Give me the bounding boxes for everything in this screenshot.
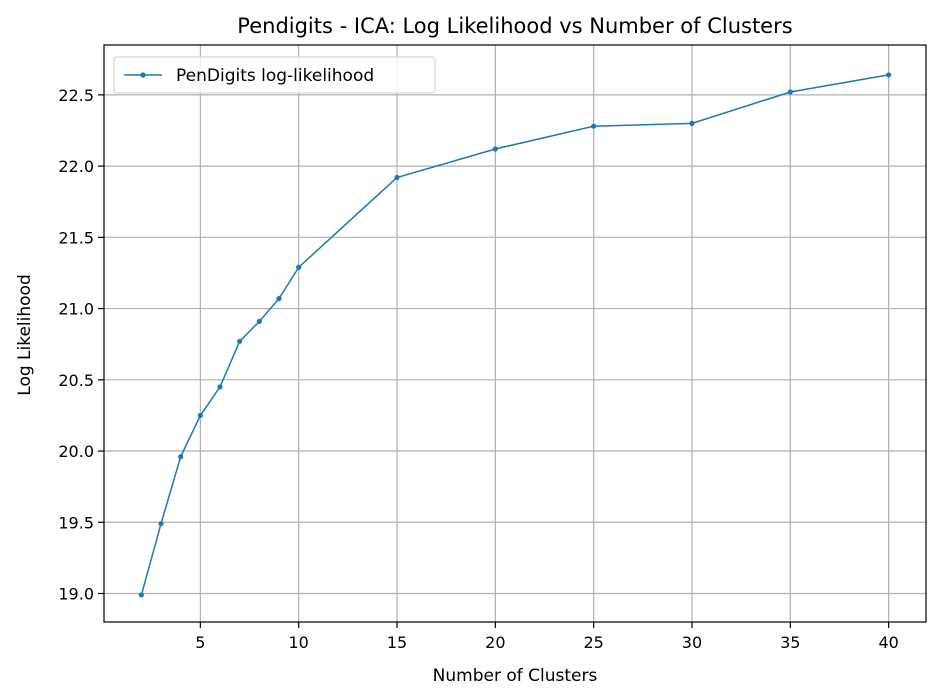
y-tick-label: 19.5 <box>58 513 94 532</box>
chart-title: Pendigits - ICA: Log Likelihood vs Numbe… <box>237 14 792 38</box>
legend-marker <box>140 72 146 78</box>
y-tick-label: 20.5 <box>58 371 94 390</box>
legend: PenDigits log-likelihood <box>113 56 436 94</box>
data-point <box>237 338 243 344</box>
y-tick-label: 21.5 <box>58 228 94 247</box>
data-point <box>178 454 184 460</box>
y-tick-label: 20.0 <box>58 442 94 461</box>
plot-frame <box>103 44 927 623</box>
x-tick-label: 20 <box>485 633 505 652</box>
legend-box <box>113 56 436 94</box>
x-tick-label: 35 <box>780 633 800 652</box>
data-point <box>217 384 223 390</box>
data-point <box>591 123 597 129</box>
y-tick-label: 19.0 <box>58 585 94 604</box>
x-tick-label: 40 <box>878 633 898 652</box>
grid <box>104 45 926 622</box>
data-point <box>256 318 262 324</box>
y-axis-label: Log Likelihood <box>15 274 35 395</box>
legend-label: PenDigits log-likelihood <box>176 66 374 86</box>
y-tick-label: 22.0 <box>58 157 94 176</box>
data-point <box>276 295 282 302</box>
y-tick-label: 21.0 <box>58 300 94 319</box>
axes: 5 10 15 20 25 30 35 40 19.0 19.5 20.0 20.5 21.0 21.5 2… <box>58 44 927 652</box>
data-point <box>689 120 695 126</box>
x-tick-label: 15 <box>387 633 407 652</box>
data-point <box>394 174 400 181</box>
data-point <box>787 89 793 95</box>
data-point <box>886 72 892 78</box>
data-point <box>492 146 498 152</box>
data-point <box>158 521 164 527</box>
series-layer <box>138 72 892 598</box>
x-tick-label: 5 <box>195 633 205 652</box>
x-tick-label: 30 <box>682 633 702 652</box>
data-point <box>138 592 144 598</box>
x-tick-label: 10 <box>289 633 309 652</box>
data-point <box>197 412 203 419</box>
y-tick-label: 22.5 <box>58 86 94 105</box>
x-tick-label: 25 <box>583 633 603 652</box>
x-axis-label: Number of Clusters <box>433 666 598 686</box>
data-point <box>296 264 302 270</box>
